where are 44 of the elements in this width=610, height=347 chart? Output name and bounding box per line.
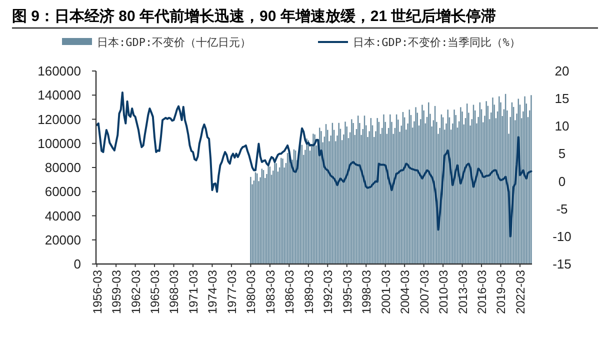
x-tick-label: 1977-03: [224, 270, 239, 314]
y-tick-label: 20000: [44, 232, 81, 248]
x-tick-label: 1956-03: [90, 270, 104, 314]
legend-label: 日本:GDP:不变价:当季同比（%）: [353, 36, 520, 49]
x-tick-label: 2007-03: [417, 270, 432, 314]
x-tick-label: 1998-03: [360, 270, 374, 314]
line-series: [96, 92, 532, 238]
x-tick-label: 1992-03: [321, 270, 336, 314]
chart-title: 图 9：日本经济 80 年代前增长迅速，90 年增速放缓，21 世纪后增长停滞: [12, 7, 496, 25]
y2-tick-label: 20: [554, 64, 570, 78]
y-tick-label: 60000: [44, 184, 81, 200]
y-tick-label: 40000: [44, 208, 81, 224]
x-tick-label: 1962-03: [128, 270, 143, 314]
x-tick-label: 1995-03: [340, 270, 354, 314]
y2-tick-label: 0: [558, 174, 566, 189]
x-tick-label: 1971-03: [186, 270, 200, 314]
x-tick-label: 1968-03: [167, 270, 182, 314]
y-tick-label: 100000: [38, 136, 81, 151]
x-tick-label: 1986-03: [282, 270, 297, 314]
y2-tick-label: 5: [558, 146, 566, 162]
y2-tick-label: 15: [554, 91, 570, 106]
x-tick-label: 1989-03: [302, 270, 316, 314]
y2-tick-label: -15: [552, 256, 572, 272]
y-tick-label: 140000: [38, 88, 81, 103]
y2-tick-label: -5: [556, 201, 568, 216]
x-tick-label: 2019-03: [494, 270, 508, 314]
y-tick-label: 0: [74, 256, 81, 272]
y-tick-label: 160000: [38, 64, 81, 78]
x-tick-label: 1983-03: [263, 270, 278, 314]
y-tick-label: 80000: [44, 160, 81, 175]
x-tick-label: 1959-03: [110, 270, 124, 314]
y-tick-label: 120000: [38, 112, 81, 127]
x-tick-label: 1980-03: [244, 270, 258, 314]
y2-tick-label: 10: [554, 118, 570, 134]
x-tick-label: 2016-03: [475, 270, 490, 314]
x-tick-label: 1965-03: [148, 270, 162, 314]
y2-tick-label: -10: [552, 228, 572, 244]
legend-label: 日本:GDP:不变价（十亿日元）: [97, 36, 252, 49]
x-tick-label: 2010-03: [436, 270, 451, 314]
x-tick-label: 2001-03: [378, 270, 393, 314]
x-tick-label: 2022-03: [513, 270, 528, 314]
x-tick-label: 2004-03: [398, 270, 412, 314]
x-tick-label: 2013-03: [456, 270, 470, 314]
x-tick-label: 1974-03: [206, 270, 220, 314]
